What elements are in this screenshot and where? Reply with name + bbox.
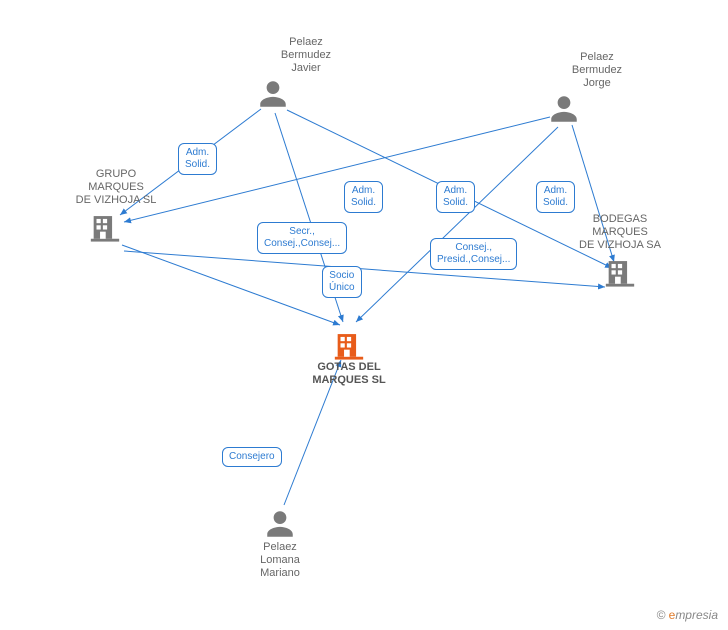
person-icon — [547, 92, 581, 126]
edge — [356, 127, 558, 322]
edge-label: Adm. Solid. — [344, 181, 383, 213]
edge — [122, 245, 340, 325]
edge-label: Consejero — [222, 447, 282, 467]
copyright-symbol: © — [656, 608, 665, 622]
node-grupo[interactable]: GRUPO MARQUES DE VIZHOJA SL — [66, 168, 166, 243]
node-label: Pelaez Lomana Mariano — [235, 541, 325, 580]
building-icon — [603, 254, 637, 288]
person-icon — [256, 77, 290, 111]
node-label: BODEGAS MARQUES DE VIZHOJA SA — [570, 213, 670, 252]
node-jorge[interactable]: Pelaez Bermudez Jorge — [547, 51, 647, 126]
node-label: GOTAS DEL MARQUES SL — [299, 361, 399, 387]
node-label: Pelaez Bermudez Jorge — [547, 51, 647, 90]
edge-label: Consej., Presid.,Consej... — [430, 238, 517, 270]
person-icon — [263, 507, 297, 541]
node-bodegas[interactable]: BODEGAS MARQUES DE VIZHOJA SA — [570, 213, 670, 288]
node-javier[interactable]: Pelaez Bermudez Javier — [256, 36, 356, 111]
edge-label: Secr., Consej.,Consej... — [257, 222, 347, 254]
edge-label: Adm. Solid. — [178, 143, 217, 175]
edge-label: Adm. Solid. — [536, 181, 575, 213]
diagram-canvas: { "type": "network", "background_color":… — [0, 0, 728, 630]
node-label: Pelaez Bermudez Javier — [256, 36, 356, 75]
edge-label: Socio Único — [322, 266, 362, 298]
node-mariano[interactable]: Pelaez Lomana Mariano — [235, 505, 325, 580]
building-icon — [88, 209, 122, 243]
edge — [124, 251, 605, 287]
building-icon — [332, 327, 366, 361]
node-label: GRUPO MARQUES DE VIZHOJA SL — [66, 168, 166, 207]
edge-label: Adm. Solid. — [436, 181, 475, 213]
credit-brand: mpresia — [675, 608, 718, 622]
credit: © empresia — [656, 608, 718, 622]
node-gotas[interactable]: GOTAS DEL MARQUES SL — [299, 325, 399, 387]
